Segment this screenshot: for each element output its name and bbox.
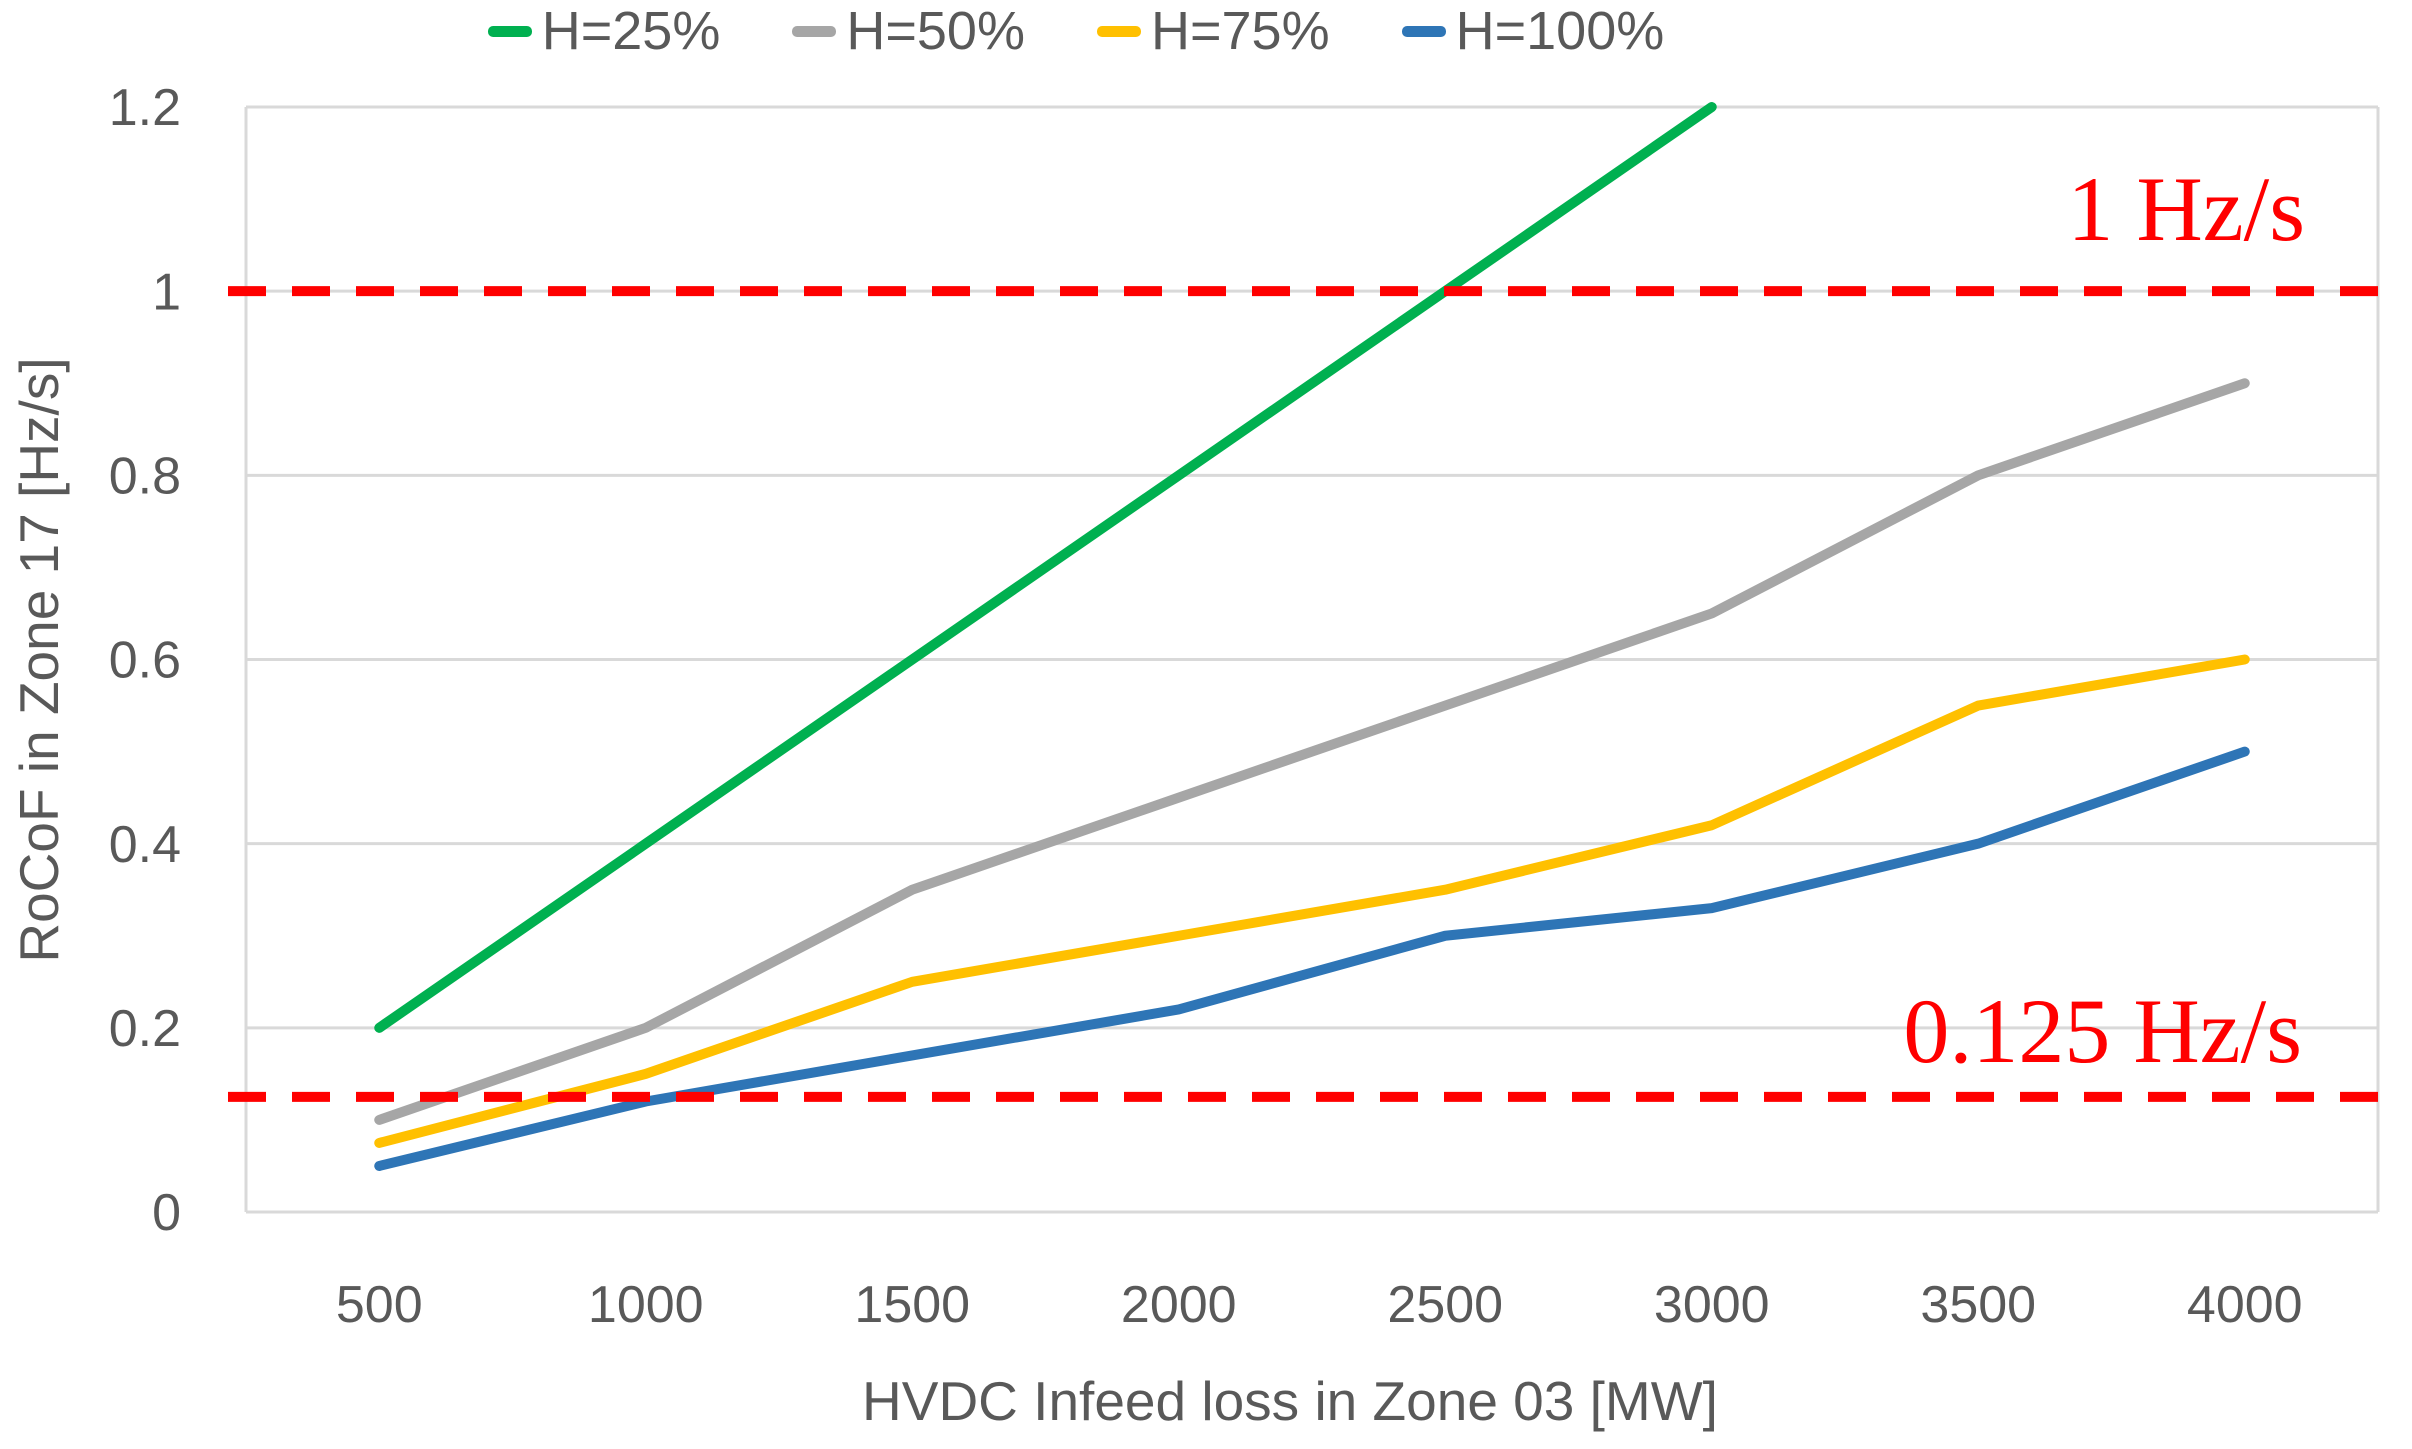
series-line-h-50- <box>374 378 2250 1125</box>
legend-item-h-75-: H=75% <box>1096 1 1330 61</box>
series-line-h-100- <box>374 746 2250 1171</box>
y-tick-0.8: 0.8 <box>109 448 181 506</box>
chart-legend-row: H=25% H=50% H=75% H=100% <box>487 1 1665 61</box>
tick-labels: 1.2 1 0.8 0.6 0.4 0.2 0 500 1000 1500 2000 2500 3000… <box>109 79 2303 1334</box>
legend-label: H=50% <box>846 1 1025 61</box>
y-tick-0.2: 0.2 <box>109 1000 181 1058</box>
legend-label: H=100% <box>1455 1 1665 61</box>
x-tick-500: 500 <box>336 1276 423 1334</box>
annotation-0125hz-limit: 0.125 Hz/s <box>1903 980 2302 1082</box>
series-line-h-25- <box>374 102 1717 1033</box>
legend-item-h-100-: H=100% <box>1401 1 1665 61</box>
y-tick-1: 1 <box>152 263 181 321</box>
x-tick-3000: 3000 <box>1654 1276 1770 1334</box>
annotation-1hz-limit: 1 Hz/s <box>2067 158 2305 260</box>
y-tick-0.4: 0.4 <box>109 816 181 874</box>
legend-dash-icon <box>1096 25 1141 37</box>
y-tick-1.2: 1.2 <box>109 79 181 137</box>
x-tick-3500: 3500 <box>1920 1276 2036 1334</box>
chart-legend: H=25% H=50% H=75% H=100% <box>0 4 2412 58</box>
y-axis-title: RoCoF in Zone 17 [Hz/s] <box>8 357 70 962</box>
legend-dash-icon <box>1401 25 1446 37</box>
legend-label: H=75% <box>1150 1 1330 61</box>
x-tick-2000: 2000 <box>1121 1276 1237 1334</box>
legend-dash-icon <box>792 25 837 37</box>
legend-label: H=25% <box>541 1 721 61</box>
legend-dash-icon <box>487 25 532 37</box>
series-line-h-75- <box>374 654 2250 1148</box>
x-tick-1000: 1000 <box>588 1276 704 1334</box>
x-tick-2500: 2500 <box>1387 1276 1503 1334</box>
x-axis-title: HVDC Infeed loss in Zone 03 [MW] <box>862 1370 1718 1432</box>
y-tick-0.6: 0.6 <box>109 632 181 690</box>
x-tick-4000: 4000 <box>2187 1276 2303 1334</box>
x-tick-1500: 1500 <box>854 1276 970 1334</box>
series-lines <box>374 102 2250 1171</box>
legend-item-h-25-: H=25% <box>487 1 721 61</box>
y-tick-0: 0 <box>152 1184 181 1242</box>
threshold-lines <box>228 286 2396 1102</box>
legend-item-h-50-: H=50% <box>792 4 1025 58</box>
